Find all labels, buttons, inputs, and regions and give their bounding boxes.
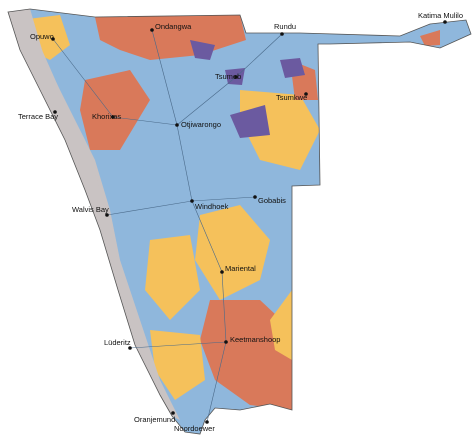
town-label: Windhoek: [195, 202, 229, 211]
town-label: Tsumeb: [215, 72, 241, 81]
town-label: Katima Mulilo: [418, 11, 463, 20]
town-label: Mariental: [225, 264, 256, 273]
town-label: Keetmanshoop: [230, 335, 280, 344]
town-label: Rundu: [274, 22, 296, 31]
town-label: Otjiwarongo: [181, 120, 221, 129]
town-label: Gobabis: [258, 196, 286, 205]
town-label: Walvis Bay: [72, 205, 109, 214]
town-label: Noordoewer: [174, 424, 215, 433]
town-label: Khorixas: [92, 112, 121, 121]
town-label: Opuwo: [30, 32, 54, 41]
town-label: Lüderitz: [104, 338, 131, 347]
town-label: Oranjemund: [134, 415, 175, 424]
town-dots: [51, 20, 447, 424]
border: [7, 8, 472, 435]
town-label: Tsumkwe: [276, 93, 307, 102]
town-label: Ondangwa: [155, 22, 192, 31]
town-label: Terrace Bay: [18, 112, 58, 121]
town-labels: Opuwo Ondangwa Rundu Katima Mulilo Tsume…: [18, 11, 463, 433]
